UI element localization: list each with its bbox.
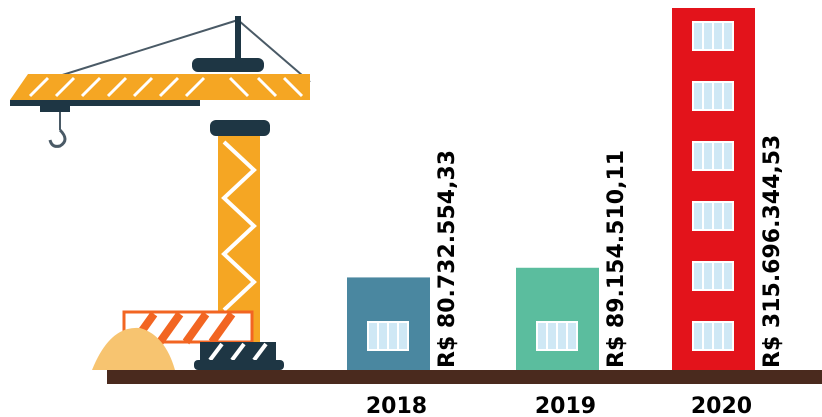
value-label: R$ 315.696.344,53 — [760, 135, 785, 368]
value-label: R$ 89.154.510,11 — [604, 150, 629, 368]
x-tick-label: 2018 — [366, 394, 427, 417]
bar — [672, 8, 755, 370]
ground — [107, 370, 822, 384]
value-label: R$ 80.732.554,33 — [435, 150, 460, 368]
crane-illustration — [10, 16, 311, 370]
x-tick-label: 2019 — [535, 394, 596, 417]
bar — [516, 267, 599, 370]
x-tick-label: 2020 — [691, 394, 752, 417]
